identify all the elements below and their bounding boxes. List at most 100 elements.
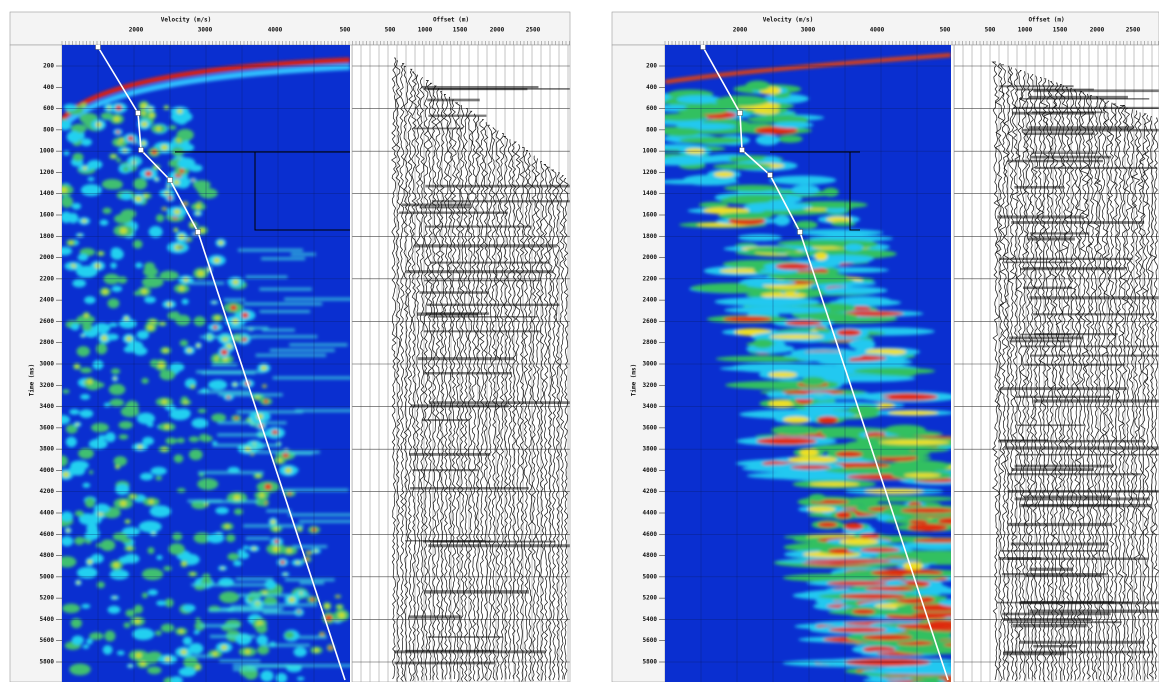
energy-core <box>903 562 923 569</box>
energy-blob <box>198 409 207 414</box>
energy-streak <box>823 289 839 294</box>
energy-blob <box>182 299 189 305</box>
energy-streak <box>187 499 221 502</box>
energy-streak <box>238 249 303 252</box>
energy-blob <box>115 484 129 495</box>
energy-core <box>233 495 240 501</box>
time-tick-label: 2600 <box>40 318 55 325</box>
velocity-pick <box>740 148 745 153</box>
energy-blob <box>169 125 177 130</box>
energy-core <box>123 149 127 152</box>
energy-streak <box>661 128 702 137</box>
energy-streak <box>728 195 787 201</box>
time-tick-label: 1000 <box>40 148 55 155</box>
reflection-event <box>1014 186 1063 189</box>
screenshot: Velocity (m/s)Offset (m)2000300040005005… <box>0 0 1159 682</box>
reflection-event <box>425 312 489 314</box>
reflection-event <box>1030 232 1090 234</box>
energy-blob <box>143 267 158 277</box>
time-tick-label: 800 <box>43 126 54 133</box>
energy-streak <box>210 635 256 638</box>
energy-core <box>133 141 135 143</box>
time-tick-label: 4600 <box>643 531 658 538</box>
reflection-event <box>1009 621 1122 623</box>
energy-core <box>852 609 875 614</box>
time-tick-label: 5800 <box>40 659 55 666</box>
energy-streak <box>246 276 288 279</box>
time-tick-label: 5600 <box>643 637 658 644</box>
energy-streak <box>236 578 273 581</box>
energy-core <box>149 500 154 504</box>
gather-panel <box>954 45 1159 682</box>
energy-blob <box>132 628 154 640</box>
energy-core <box>225 525 230 529</box>
time-tick-label: 5400 <box>643 616 658 623</box>
energy-core <box>325 604 330 608</box>
energy-blob <box>197 478 218 490</box>
reflection-event <box>428 88 528 90</box>
reflection-event <box>412 469 477 471</box>
energy-core <box>102 289 107 293</box>
velocity-tick-label: 3000 <box>198 27 213 34</box>
time-tick-label: 5600 <box>40 637 55 644</box>
energy-streak <box>284 298 359 301</box>
energy-blob <box>79 409 93 418</box>
energy-blob <box>183 637 192 646</box>
energy-blob <box>72 203 81 210</box>
energy-core <box>221 349 228 355</box>
energy-streak <box>246 537 270 540</box>
energy-blob <box>201 422 208 427</box>
time-tick-label: 2800 <box>643 339 658 346</box>
energy-blob <box>297 677 304 681</box>
energy-blob <box>89 470 93 474</box>
energy-streak <box>743 202 812 210</box>
energy-blob <box>82 483 90 488</box>
energy-streak <box>273 376 352 379</box>
energy-core <box>904 473 941 477</box>
time-tick-label: 3000 <box>643 361 658 368</box>
energy-streak <box>238 594 310 597</box>
energy-core <box>191 573 194 576</box>
reflection-event <box>425 185 570 188</box>
energy-core <box>284 573 287 575</box>
energy-blob <box>147 651 161 659</box>
energy-core <box>836 511 851 518</box>
offset-tick-label: 500 <box>385 27 396 34</box>
offset-tick-label: 1500 <box>1053 27 1068 34</box>
energy-core <box>87 560 92 564</box>
time-tick-label: 800 <box>646 126 657 133</box>
energy-blob <box>260 670 273 682</box>
energy-core <box>723 316 772 322</box>
energy-core <box>845 658 930 666</box>
reflection-event <box>1004 262 1072 264</box>
energy-core <box>844 523 863 530</box>
energy-core <box>280 560 285 564</box>
velocity-tick-label: 4000 <box>870 27 885 34</box>
energy-blob <box>100 220 109 226</box>
velocity-pick <box>798 230 803 235</box>
reflection-event <box>399 212 508 214</box>
energy-core <box>113 563 119 568</box>
energy-blob <box>155 476 162 481</box>
time-tick-label: 1800 <box>40 233 55 240</box>
time-tick-label: 5200 <box>643 595 658 602</box>
reflection-event <box>1020 345 1159 347</box>
energy-core <box>112 155 116 158</box>
energy-blob <box>226 534 236 542</box>
energy-blob <box>183 657 198 669</box>
reflection-event <box>414 244 556 247</box>
velocity-tick-label: 500 <box>340 27 351 34</box>
energy-core <box>273 546 280 552</box>
energy-blob <box>150 505 172 517</box>
energy-streak <box>738 234 782 241</box>
energy-blob <box>126 345 131 349</box>
energy-blob <box>72 153 83 161</box>
energy-blob <box>67 131 81 143</box>
energy-blob <box>155 630 162 635</box>
energy-core <box>218 241 223 245</box>
energy-core <box>338 605 341 608</box>
energy-core <box>75 365 79 368</box>
offset-tick-label: 2000 <box>490 27 505 34</box>
energy-blob <box>219 591 239 603</box>
offset-tick-label: 1500 <box>453 27 468 34</box>
